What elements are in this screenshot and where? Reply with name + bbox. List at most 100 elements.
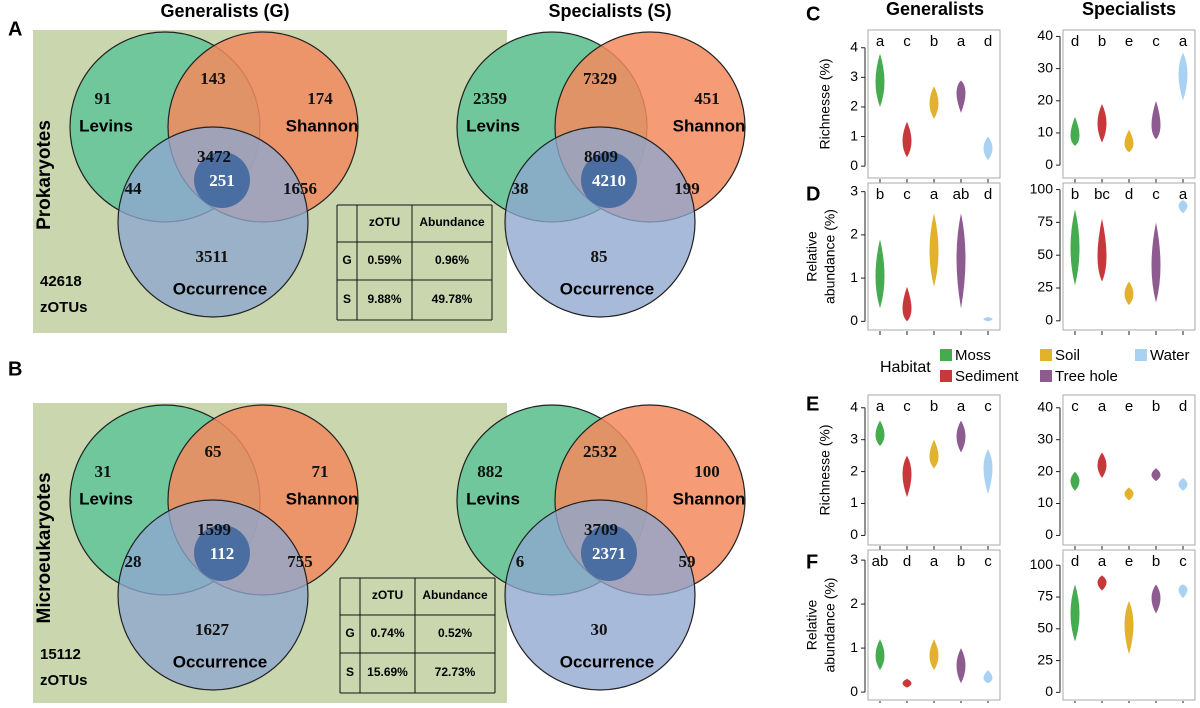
group-letter: b — [930, 33, 938, 50]
y-tick-label: 10 — [1037, 494, 1053, 510]
region-count: 882 — [477, 462, 503, 481]
table-cell: 72.73% — [435, 665, 476, 679]
header: Generalists (G) — [160, 1, 289, 21]
y-tick-label: 3 — [850, 551, 858, 567]
violin — [1151, 222, 1161, 303]
group-letter: a — [876, 398, 885, 415]
y-tick-label: 100 — [1030, 556, 1054, 572]
group-letter: bc — [1094, 186, 1110, 203]
group-letter: c — [903, 186, 911, 203]
violin — [956, 648, 966, 684]
violin — [929, 639, 939, 671]
legend-swatch — [940, 370, 952, 382]
y-tick-label: 75 — [1037, 213, 1053, 229]
table-cell: 9.88% — [367, 292, 401, 306]
violin — [875, 239, 885, 309]
violin — [929, 213, 939, 287]
group-letter: d — [1071, 33, 1079, 50]
group-letter: ab — [953, 186, 970, 203]
legend-title: Habitat — [880, 359, 931, 376]
header: Generalists — [886, 0, 984, 19]
region-count: 65 — [205, 442, 222, 461]
set-label: Levins — [466, 489, 520, 508]
total-unit: zOTUs — [40, 672, 88, 689]
violin — [875, 420, 885, 447]
table-cell: S — [346, 665, 354, 679]
group-letter: b — [930, 398, 938, 415]
group-letter: a — [930, 186, 939, 203]
plot-frame — [867, 29, 1001, 179]
y-tick-label: 0 — [1045, 526, 1053, 542]
set-label: Shannon — [286, 116, 359, 135]
y-axis-label: Richnesse (%) — [817, 58, 833, 149]
table-cell: 0.74% — [370, 626, 404, 640]
group-letter: d — [1179, 398, 1187, 415]
y-tick-label: 4 — [850, 398, 858, 414]
region-count: 1627 — [195, 620, 230, 639]
group-letter: c — [1152, 33, 1160, 50]
region-count: 2371 — [592, 544, 626, 563]
y-tick-label: 3 — [850, 182, 858, 198]
core-circle — [581, 525, 637, 581]
region-count: 8609 — [584, 147, 618, 166]
y-tick-label: 1 — [850, 269, 858, 285]
violin — [929, 86, 939, 119]
legend-label: Tree hole — [1055, 368, 1118, 385]
y-tick-label: 100 — [1030, 180, 1054, 196]
group-letter: a — [1098, 398, 1107, 415]
y-axis-label: Relative — [804, 231, 820, 282]
plot-frame — [1062, 182, 1196, 331]
set-label: Levins — [79, 489, 133, 508]
table-header: zOTU — [372, 588, 403, 602]
violin — [929, 439, 939, 469]
y-tick-label: 0 — [1045, 156, 1053, 172]
region-count: 91 — [95, 89, 112, 108]
group-letter: ab — [872, 553, 889, 570]
violin — [983, 317, 993, 322]
region-count: 1656 — [283, 179, 317, 198]
group-letter: b — [957, 553, 965, 570]
y-tick-label: 1 — [850, 494, 858, 510]
group-letter: e — [1125, 398, 1133, 415]
region-count: 44 — [125, 179, 143, 198]
region-count: 38 — [512, 179, 529, 198]
total: 42618 — [40, 273, 82, 290]
legend-swatch — [1040, 370, 1052, 382]
y-tick-label: 10 — [1037, 124, 1053, 140]
violin — [956, 80, 966, 113]
y-tick-label: 75 — [1037, 588, 1053, 604]
set-label: Occurrence — [173, 652, 268, 671]
table-cell: G — [342, 253, 351, 267]
legend-swatch — [1040, 349, 1052, 361]
set-circle — [117, 126, 309, 318]
violin — [1178, 477, 1188, 491]
group-letter: a — [876, 33, 885, 50]
region-count: 31 — [95, 462, 112, 481]
violin — [902, 121, 912, 158]
group-letter: b — [1152, 398, 1160, 415]
y-tick-label: 40 — [1037, 27, 1053, 43]
set-label: Levins — [79, 116, 133, 135]
group-letter: c — [903, 398, 911, 415]
set-label: Occurrence — [560, 652, 655, 671]
region-count: 199 — [674, 179, 700, 198]
violin — [1124, 600, 1134, 655]
group-letter: a — [957, 33, 966, 50]
region-count: 7329 — [583, 69, 617, 88]
group-letter: b — [876, 186, 884, 203]
plot-frame — [867, 549, 1001, 701]
legend-label: Soil — [1055, 347, 1080, 364]
violin — [1097, 452, 1107, 478]
violin — [902, 678, 912, 688]
panel-label: F — [806, 551, 818, 573]
violin — [956, 213, 966, 309]
group-letter: a — [957, 398, 966, 415]
y-tick-label: 3 — [850, 430, 858, 446]
set-label: Levins — [466, 116, 520, 135]
violin — [902, 455, 912, 498]
region-count: 251 — [209, 171, 235, 190]
table-cell: S — [343, 292, 351, 306]
region-count: 85 — [591, 247, 608, 266]
y-tick-label: 0 — [1045, 683, 1053, 699]
